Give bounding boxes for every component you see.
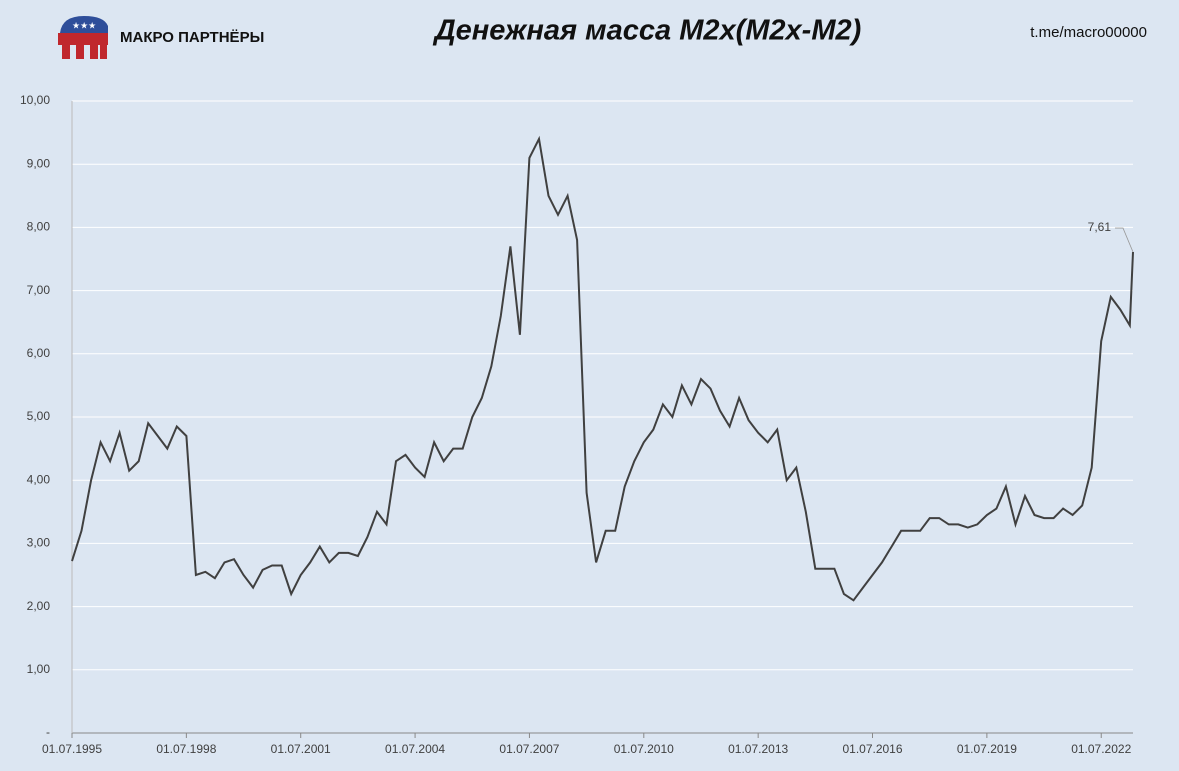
data-line [71,135,1134,602]
data-label: 7,61 [1088,220,1112,234]
y-tick-label: 5,00 [27,409,51,423]
logo: ★★★ [58,16,108,59]
svg-text:★★★: ★★★ [72,20,96,30]
x-tick-label: 01.07.1998 [156,742,216,756]
y-tick-label: 7,00 [27,283,51,297]
y-tick-label: 10,00 [20,93,50,107]
y-tick-label: - [46,725,50,739]
x-tick-label: 01.07.2007 [499,742,559,756]
label-leader [1115,227,1134,253]
x-tick-label: 01.07.2001 [271,742,331,756]
y-tick-label: 3,00 [27,536,51,550]
x-tick-label: 01.07.2016 [842,742,902,756]
channel: t.me/macro00000 [1030,24,1147,41]
x-tick-label: 01.07.1995 [42,742,102,756]
y-tick-label: 6,00 [27,346,51,360]
x-tick-label: 01.07.2019 [957,742,1017,756]
brand: МАКРО ПАРТНЁРЫ [120,29,264,46]
x-tick-label: 01.07.2010 [614,742,674,756]
y-tick-label: 1,00 [27,662,51,676]
y-tick-label: 9,00 [27,156,51,170]
x-tick-label: 01.07.2004 [385,742,445,756]
x-tick-label: 01.07.2013 [728,742,788,756]
chart-title: Денежная масса M2x(M2x-M2) [432,15,862,47]
x-tick-label: 01.07.2022 [1071,742,1131,756]
y-tick-label: 4,00 [27,472,51,486]
y-tick-label: 2,00 [27,599,51,613]
y-tick-label: 8,00 [27,220,51,234]
